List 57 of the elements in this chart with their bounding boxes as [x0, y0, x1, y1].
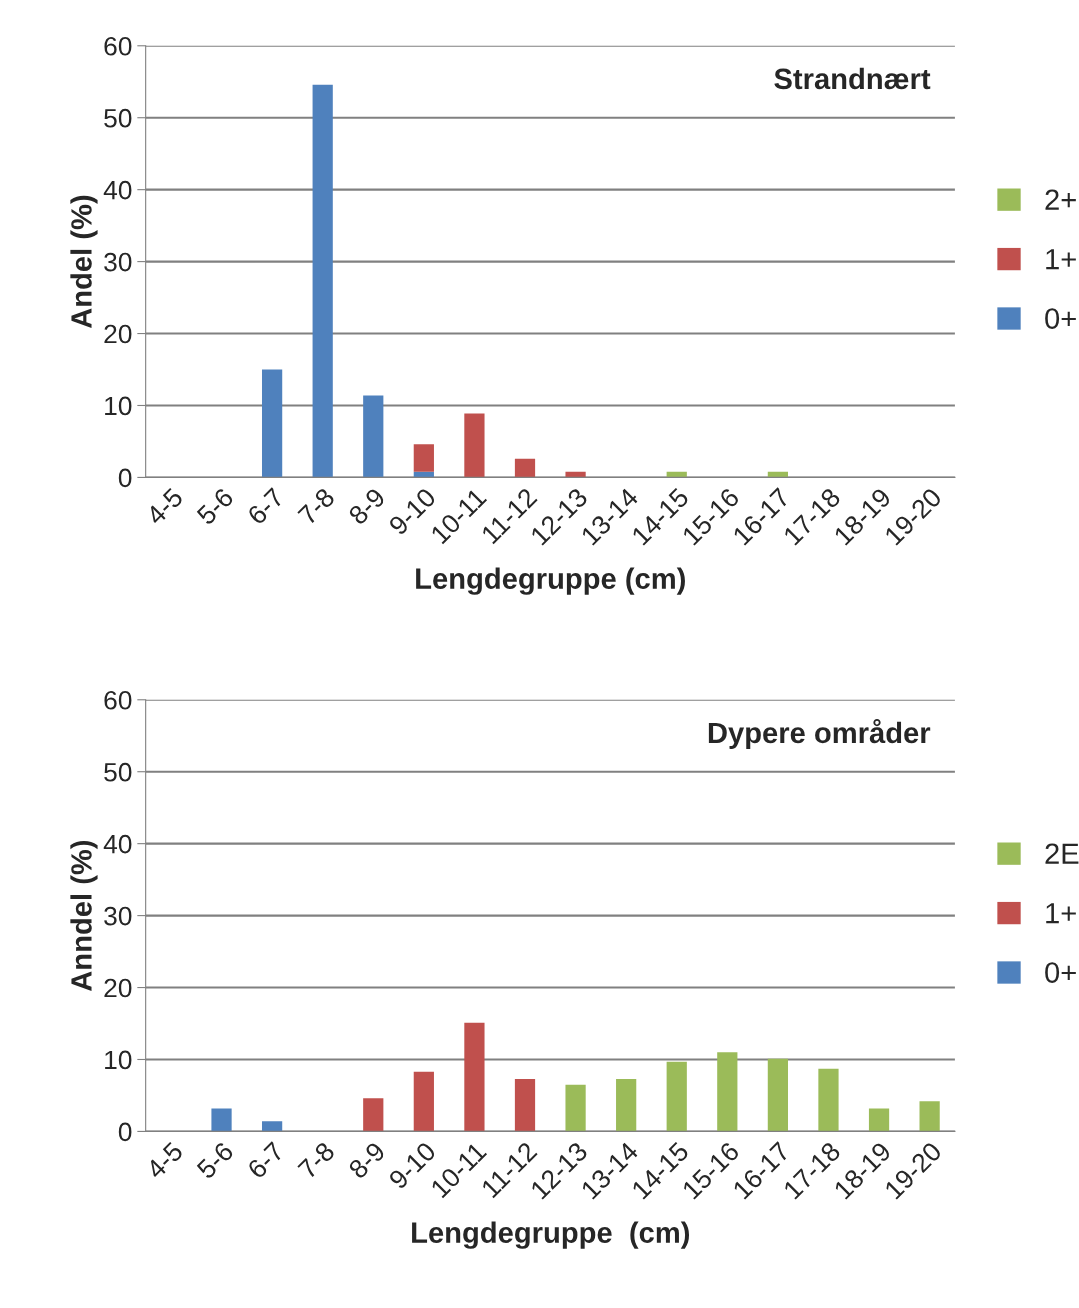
bar [868, 1108, 890, 1132]
y-axis-title: Andel (%) [70, 195, 98, 329]
bar [565, 1084, 586, 1132]
text: Dypere områder [708, 718, 931, 749]
x-axis-title: Lengdegruppe (cm) [412, 1221, 690, 1249]
x-tick-label: 4-5 [145, 487, 184, 526]
y-tick-label: 50 [104, 762, 132, 782]
x-tick-label: 6-7 [246, 487, 285, 526]
y-tick-label: 60 [104, 36, 132, 56]
bar [413, 444, 434, 472]
bar [666, 1061, 687, 1132]
y-tick-label: 10 [105, 396, 132, 416]
x-tick-label: 5-6 [195, 1141, 235, 1180]
x-tick-label: 8-9 [347, 1141, 387, 1180]
bar [464, 1022, 485, 1132]
bar [717, 1052, 738, 1132]
y-tick-label: 30 [104, 906, 132, 926]
bar [818, 1068, 839, 1132]
bar [363, 395, 384, 478]
text: Strandnært [774, 67, 931, 90]
legend-label: 1+ [1046, 249, 1076, 270]
bar [312, 84, 333, 478]
y-tick-label: 30 [104, 252, 132, 272]
x-tick-label: 5-6 [195, 487, 235, 526]
bar [565, 471, 586, 478]
bar [464, 413, 485, 478]
legend-label: 0+ [1045, 308, 1076, 329]
bar [413, 1071, 434, 1132]
x-tick-label: 6-7 [246, 1141, 285, 1180]
x-tick-label: 7-8 [297, 487, 336, 526]
bar [767, 1058, 789, 1132]
y-tick-label: 60 [104, 690, 132, 710]
bar [514, 458, 536, 478]
y-tick-label: 10 [105, 1050, 132, 1070]
bar [211, 1108, 232, 1132]
y-tick-label: 40 [103, 180, 132, 200]
legend-label: 0+ [1045, 962, 1076, 983]
y-axis-title: Anndel (%) [70, 840, 98, 992]
y-tick-label: 0 [118, 1122, 132, 1142]
bar [363, 1098, 384, 1132]
y-tick-label: 40 [103, 834, 132, 854]
x-tick-label: 4-5 [145, 1141, 184, 1180]
y-tick-label: 20 [104, 324, 132, 344]
legend-label: 2+ [1045, 189, 1076, 210]
bar [616, 1078, 637, 1132]
bar [919, 1101, 940, 1132]
x-tick-label: 7-8 [297, 1141, 336, 1180]
y-tick-label: 50 [104, 108, 132, 128]
legend-label: 1+ [1046, 903, 1076, 924]
y-tick-label: 20 [104, 978, 132, 998]
bar [261, 369, 283, 478]
y-tick-label: 0 [118, 468, 132, 488]
bar [514, 1078, 536, 1132]
legend-label: 2E [1045, 843, 1079, 864]
x-tick-label: 8-9 [347, 487, 387, 526]
x-axis-title: Lengdegruppe (cm) [416, 567, 685, 595]
bar [261, 1121, 283, 1132]
